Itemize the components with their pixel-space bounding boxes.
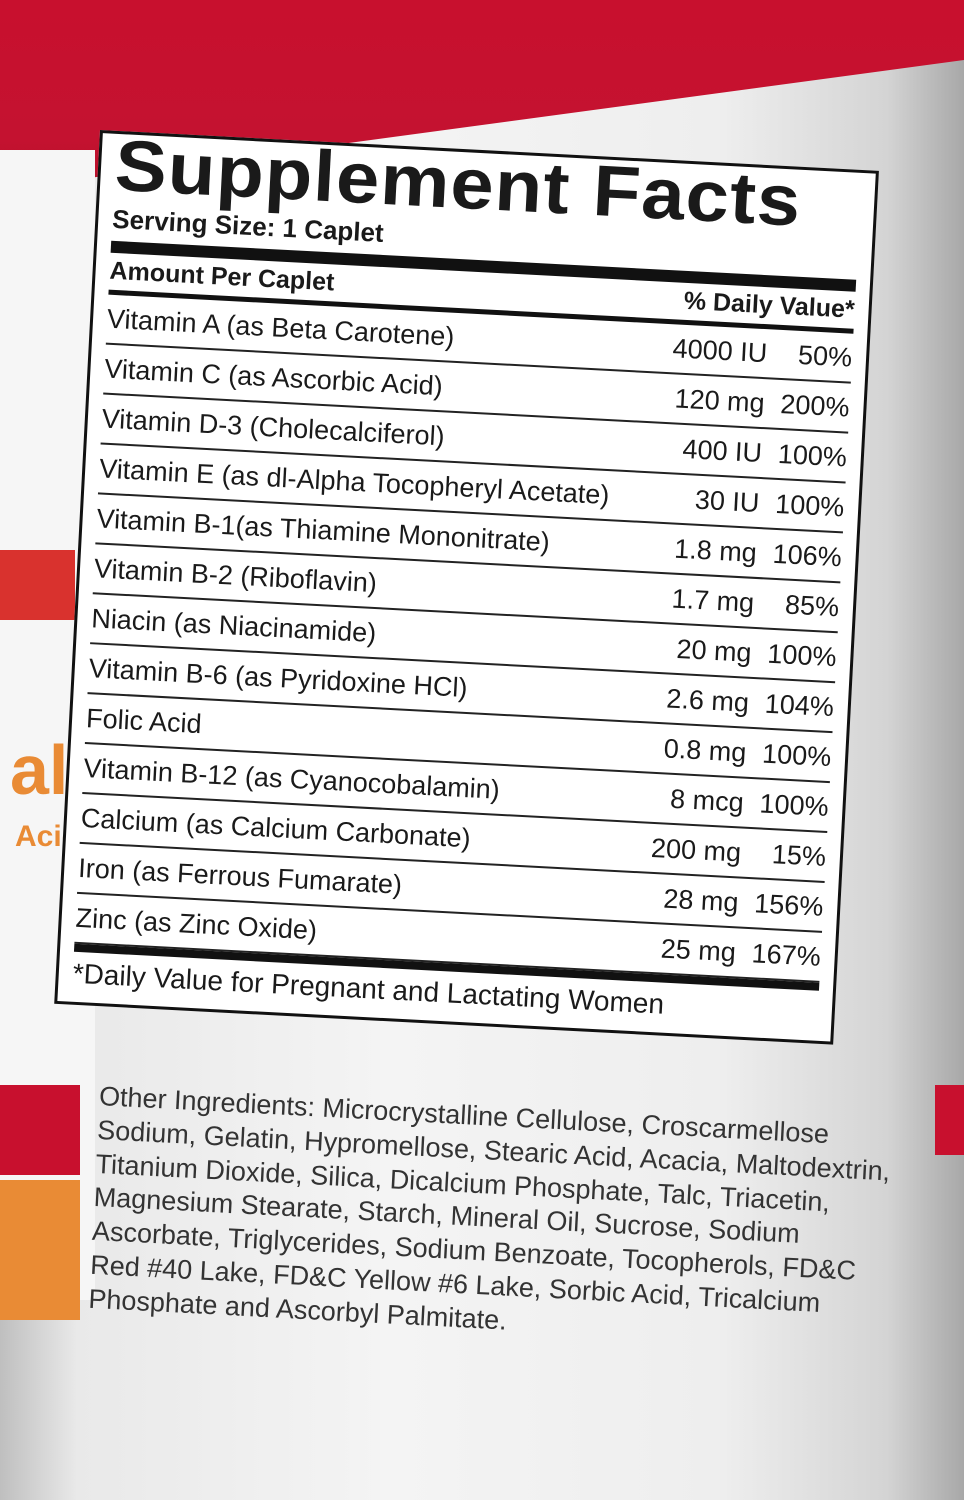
red-banner bbox=[0, 550, 75, 620]
nutrient-dv: 104% bbox=[764, 688, 835, 722]
nutrient-amount: 4000 IU bbox=[672, 332, 769, 368]
dv-header: % Daily Value* bbox=[683, 286, 856, 324]
nutrient-amount: 1.8 mg bbox=[673, 533, 758, 568]
nutrient-dv: 50% bbox=[797, 339, 853, 373]
nutrient-dv: 100% bbox=[777, 438, 848, 473]
nutrient-dv: 106% bbox=[771, 538, 843, 572]
red-badge bbox=[0, 1085, 80, 1175]
nutrient-amount: 1.7 mg bbox=[670, 583, 755, 618]
nutrient-amount: 0.8 mg bbox=[663, 732, 748, 768]
nutrient-dv: 200% bbox=[779, 388, 851, 423]
nutrient-dv: 15% bbox=[771, 838, 827, 872]
nutrient-amount: 400 IU bbox=[681, 433, 763, 468]
nutrient-amount: 200 mg bbox=[650, 832, 742, 868]
other-ingredients: Other Ingredients: Microcrystalline Cell… bbox=[87, 1080, 891, 1336]
nutrient-amount: 28 mg bbox=[662, 883, 740, 917]
check-icon bbox=[935, 1085, 964, 1155]
nutrient-amount: 20 mg bbox=[675, 633, 753, 668]
nutrient-dv: 100% bbox=[774, 488, 846, 522]
nutrient-dv: 156% bbox=[753, 887, 825, 922]
amount-header: Amount Per Caplet bbox=[108, 256, 336, 297]
nutrient-dv: 85% bbox=[784, 589, 840, 622]
product-name-fragment: al bbox=[10, 731, 69, 809]
nutrient-amount: 30 IU bbox=[694, 484, 761, 518]
orange-band bbox=[0, 1180, 80, 1320]
supplement-facts-panel: Supplement Facts Serving Size: 1 Caplet … bbox=[54, 126, 879, 1045]
nutrient-amount: 120 mg bbox=[673, 382, 766, 418]
nutrient-amount: 25 mg bbox=[660, 932, 737, 967]
nutrient-dv: 100% bbox=[758, 787, 830, 822]
nutrient-dv: 167% bbox=[750, 937, 822, 972]
nutrient-dv: 100% bbox=[761, 738, 832, 772]
nutrient-amount: 8 mcg bbox=[669, 783, 745, 818]
nutrient-amount: 2.6 mg bbox=[665, 682, 750, 718]
nutrient-dv: 100% bbox=[766, 638, 838, 672]
